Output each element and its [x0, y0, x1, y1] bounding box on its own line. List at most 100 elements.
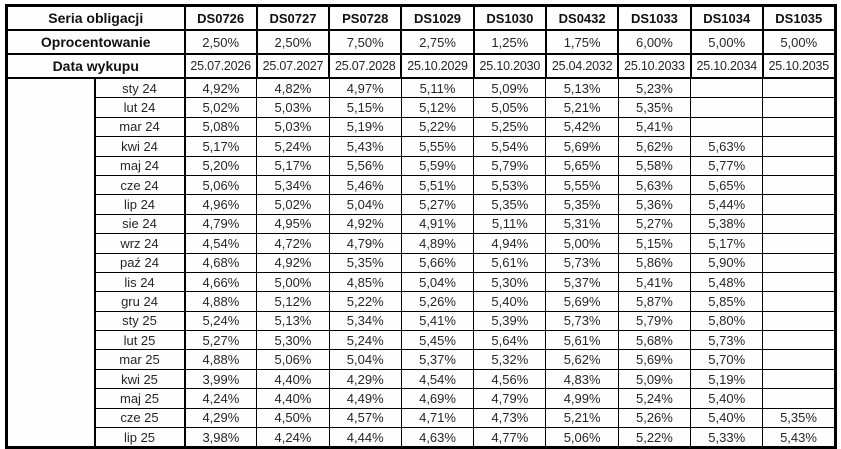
yield-value-cell: 5,46% [328, 174, 402, 196]
blank-spacer-cell [6, 77, 96, 449]
yield-value-cell: 5,12% [256, 291, 330, 312]
yield-value-cell: 5,21% [545, 407, 619, 429]
table-row: kwi 24 5,17% 5,24% 5,43% 5,55% 5,54% 5,69% 5,62… [7, 136, 836, 157]
yield-value-cell: 5,41% [617, 271, 692, 293]
yield-value-cell: 5,33% [690, 427, 764, 449]
maturity-header-row: Data wykupu 25.07.2026 25.07.2027 25.07.20… [5, 53, 837, 79]
series-header-row: Seria obligacji DS0726 DS0727 PS0728 DS1029… [5, 4, 837, 31]
yield-value-cell: 5,63% [690, 136, 764, 157]
yield-value-cell: 5,24% [183, 310, 258, 332]
yield-value-cell: 4,89% [400, 233, 475, 254]
yield-value-cell: 5,59% [400, 155, 475, 176]
yield-value-cell: 5,24% [328, 330, 402, 351]
yield-value-cell: 5,34% [256, 174, 330, 196]
coupon-rate-cell: 2,50% [183, 29, 258, 55]
yield-value-cell: 4,66% [183, 271, 258, 293]
yield-value-cell: 5,80% [690, 310, 764, 332]
yield-value-cell: 4,71% [400, 407, 475, 429]
yield-value-cell: 5,13% [545, 77, 619, 99]
yield-value-cell: 4,99% [545, 388, 619, 409]
yield-value-cell: 5,61% [473, 252, 547, 273]
yield-value-cell: 5,03% [256, 97, 330, 118]
yield-value-cell: 5,79% [473, 155, 547, 176]
yield-value-cell: 5,41% [617, 116, 692, 138]
month-label: lis 24 [94, 271, 186, 293]
yield-value-cell: 5,09% [617, 368, 692, 390]
yield-value-cell: 5,36% [617, 194, 692, 215]
yield-value-cell [762, 291, 836, 312]
table-row: maj 24 5,20% 5,17% 5,56% 5,59% 5,79% 5,65% 5,58… [7, 155, 836, 176]
yield-value-cell: 4,94% [473, 233, 547, 254]
yield-value-cell: 4,92% [328, 213, 402, 235]
yield-value-cell: 5,09% [473, 77, 547, 99]
yield-value-cell: 5,24% [617, 388, 692, 409]
maturity-date-cell: 25.04.2032 [544, 53, 620, 79]
coupon-rate-cell: 7,50% [328, 29, 403, 55]
series-header-ds1035: DS1035 [761, 4, 837, 31]
rate-header-row: Oprocentowanie 2,50% 2,50% 7,50% 2,75% 1,25%… [5, 29, 837, 55]
coupon-rate-cell: 1,75% [544, 29, 620, 55]
yield-value-cell: 5,42% [545, 116, 619, 138]
yield-value-cell: 5,77% [690, 155, 764, 176]
month-label: mar 24 [94, 116, 186, 138]
yield-value-cell: 5,39% [473, 310, 547, 332]
table-row: sie 24 4,79% 4,95% 4,92% 4,91% 5,11% 5,31% 5,27… [7, 213, 836, 235]
yield-value-cell: 4,50% [256, 407, 330, 429]
yield-value-cell: 5,22% [400, 116, 475, 138]
yield-value-cell: 4,92% [256, 252, 330, 273]
yield-value-cell [762, 271, 836, 293]
yield-value-cell: 5,00% [256, 271, 330, 293]
yield-value-cell: 5,58% [617, 155, 692, 176]
yield-value-cell [762, 233, 836, 254]
yield-value-cell [690, 116, 764, 138]
yield-value-cell: 4,88% [183, 349, 258, 370]
yield-value-cell: 5,06% [545, 427, 619, 449]
yield-value-cell: 5,41% [400, 310, 475, 332]
yield-value-cell: 5,27% [400, 194, 475, 215]
yield-value-cell: 4,68% [183, 252, 258, 273]
month-label: cze 24 [94, 174, 186, 196]
month-label: mar 25 [94, 349, 186, 370]
table-row: lut 25 5,27% 5,30% 5,24% 5,45% 5,64% 5,61% 5,68… [7, 330, 836, 351]
yield-value-cell: 5,68% [617, 330, 692, 351]
yield-value-cell: 5,38% [690, 213, 764, 235]
yield-value-cell: 5,85% [690, 291, 764, 312]
yield-value-cell: 5,34% [328, 310, 402, 332]
series-header-ds1034: DS1034 [689, 4, 764, 31]
table-row: lip 24 4,96% 5,02% 5,04% 5,27% 5,35% 5,35% 5,36… [7, 194, 836, 215]
yield-value-cell: 5,48% [690, 271, 764, 293]
series-header-ds0726: DS0726 [183, 4, 258, 31]
monthly-rates-body: sty 24 4,92% 4,82% 4,97% 5,11% 5,09% 5,13% 5,23… [6, 77, 836, 449]
table-row: paź 24 4,68% 4,92% 5,35% 5,66% 5,61% 5,73% 5,86… [7, 252, 836, 273]
yield-value-cell: 5,08% [183, 116, 258, 138]
maturity-date-cell: 25.10.2030 [472, 53, 547, 79]
yield-value-cell [762, 213, 836, 235]
yield-value-cell: 4,77% [473, 427, 547, 449]
yield-value-cell: 5,35% [328, 252, 402, 273]
yield-value-cell: 5,11% [400, 77, 475, 99]
table-row: gru 24 4,88% 5,12% 5,22% 5,26% 5,40% 5,69% 5,87… [7, 291, 836, 312]
yield-value-cell: 5,17% [256, 155, 330, 176]
yield-value-cell: 3,99% [183, 368, 258, 390]
yield-value-cell: 5,04% [400, 271, 475, 293]
yield-value-cell: 5,40% [473, 291, 547, 312]
yield-value-cell: 5,65% [545, 155, 619, 176]
table-row: mar 24 5,08% 5,03% 5,19% 5,22% 5,25% 5,42% 5,41… [7, 116, 836, 138]
series-header-ds0727: DS0727 [255, 4, 331, 31]
yield-value-cell: 5,43% [328, 136, 402, 157]
table-row: lut 24 5,02% 5,03% 5,15% 5,12% 5,05% 5,21% 5,35… [7, 97, 836, 118]
yield-value-cell: 4,97% [328, 77, 402, 99]
yield-value-cell: 5,62% [617, 136, 692, 157]
series-header-ps0728: PS0728 [328, 4, 403, 31]
yield-value-cell: 5,00% [545, 233, 619, 254]
yield-value-cell: 5,19% [328, 116, 402, 138]
table-row: lip 25 3,98% 4,24% 4,44% 4,63% 4,77% 5,06% 5,22… [7, 427, 836, 449]
yield-value-cell [762, 368, 836, 390]
yield-value-cell: 4,79% [183, 213, 258, 235]
yield-value-cell: 5,24% [256, 136, 330, 157]
yield-value-cell: 4,92% [183, 77, 258, 99]
yield-value-cell: 4,79% [473, 388, 547, 409]
month-label: gru 24 [94, 291, 186, 312]
yield-value-cell: 4,79% [328, 233, 402, 254]
